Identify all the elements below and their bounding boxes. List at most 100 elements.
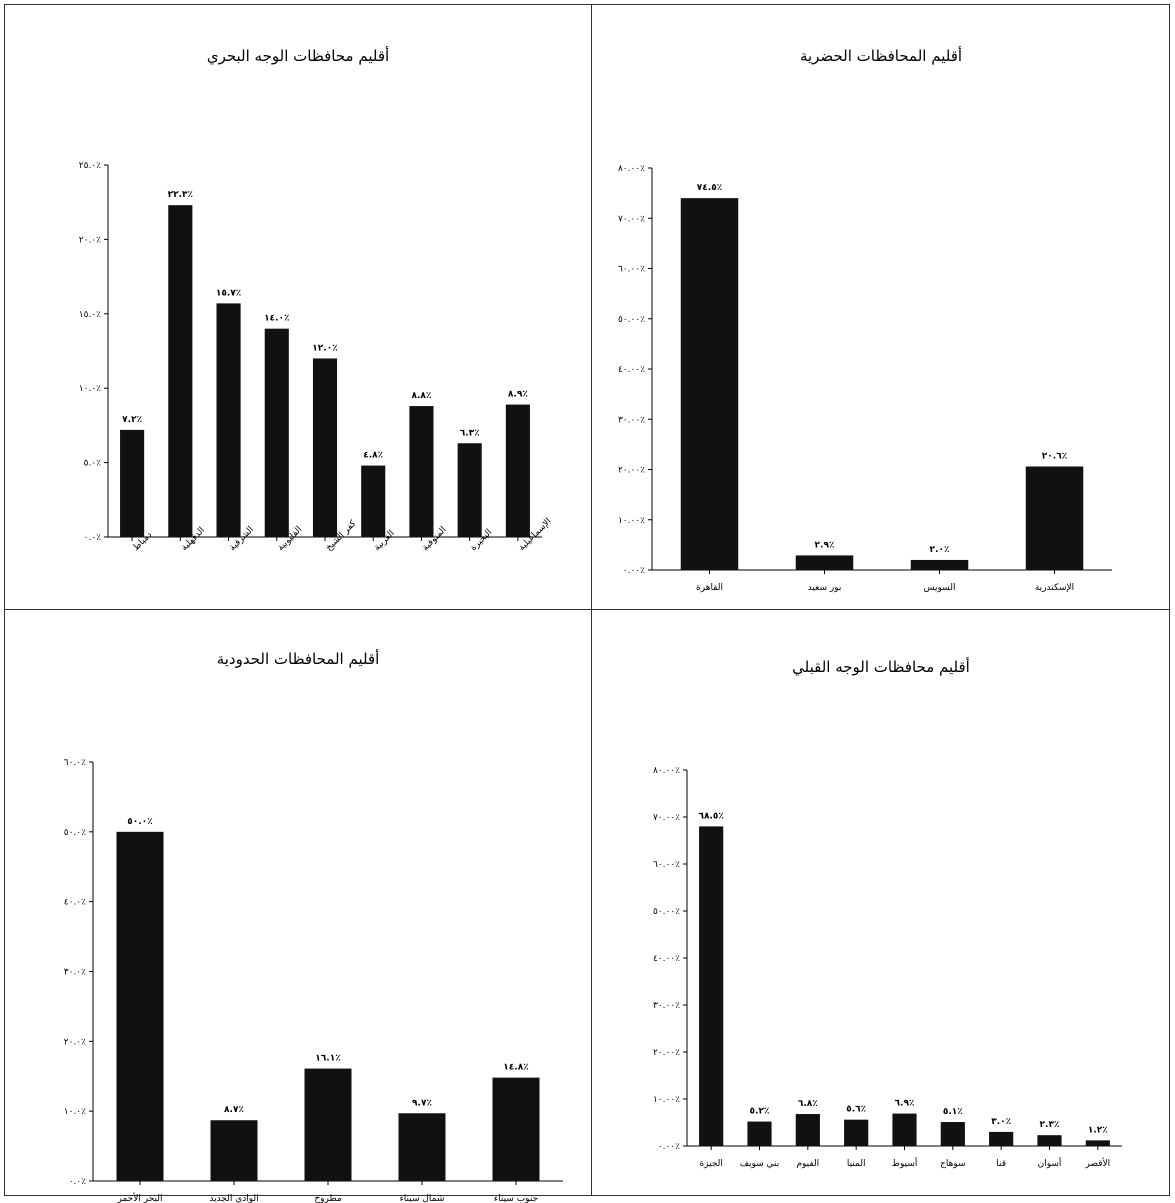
bar bbox=[747, 1121, 772, 1146]
data-label: ٨.٧٪ bbox=[224, 1105, 244, 1115]
y-tick-label: ٠.٠٪ bbox=[84, 533, 102, 543]
data-label: ٢٢.٣٪ bbox=[168, 190, 193, 200]
x-tick-label: جنوب سيناء bbox=[494, 1194, 538, 1203]
data-label: ٢.٩٪ bbox=[815, 540, 835, 550]
x-tick-label: البحر الأحمر bbox=[117, 1192, 163, 1203]
bar bbox=[505, 404, 530, 537]
bar bbox=[312, 358, 338, 537]
x-tick-label: الجيزة bbox=[699, 1159, 722, 1169]
x-tick-label: قنا bbox=[996, 1159, 1006, 1169]
chart-title: أقليم محافظات الوجه القبلي bbox=[792, 658, 970, 676]
x-tick-label: الفيوم bbox=[796, 1159, 819, 1169]
y-tick-label: ٨٠.٠٠٪ bbox=[618, 164, 645, 174]
y-tick-label: ٢٠.٠٪ bbox=[79, 235, 101, 245]
y-tick-label: ٠.٠٪ bbox=[69, 1177, 87, 1187]
data-label: ٤.٨٪ bbox=[363, 451, 383, 461]
data-label: ٨.٨٪ bbox=[411, 391, 431, 401]
data-label: ٩.٧٪ bbox=[412, 1098, 432, 1108]
bar bbox=[216, 303, 241, 537]
bar bbox=[844, 1119, 869, 1146]
y-tick-label: ٦٠.٠٠٪ bbox=[653, 860, 680, 870]
bar bbox=[457, 443, 482, 537]
y-tick-label: ١٠.٠٠٪ bbox=[618, 516, 645, 526]
chart-title: أقليم محافظات الوجه البحري bbox=[206, 47, 390, 65]
y-tick-label: ١٥.٠٪ bbox=[79, 310, 101, 320]
data-label: ١٥.٧٪ bbox=[216, 288, 241, 298]
data-label: ١٤.٠٪ bbox=[264, 314, 289, 324]
y-tick-label: ٦٠.٠٪ bbox=[64, 758, 86, 768]
chart-title: أقليم المحافظات الحضرية bbox=[799, 47, 963, 65]
divider-vertical bbox=[591, 5, 592, 1195]
data-label: ٥٠.٠٪ bbox=[127, 817, 152, 827]
y-tick-label: ١٠.٠٠٪ bbox=[653, 1095, 680, 1105]
data-label: ٢.٠٪ bbox=[930, 545, 950, 555]
chart-urban: ٠.٠٠٪ ١٠.٠٠٪ ٢٠.٠٠٪ ٣٠.٠٠٪ ٤٠.٠٠٪ ٥٠.٠٠٪ ٦٠.٠٠… bbox=[618, 164, 1112, 593]
x-tick-label: السويس bbox=[924, 583, 956, 593]
data-label: ٢٠.٦٪ bbox=[1042, 451, 1067, 461]
x-tick-label: الإسكندرية bbox=[1035, 583, 1074, 593]
bar bbox=[116, 831, 164, 1181]
y-tick-label: ٢٠.٠٠٪ bbox=[653, 1048, 680, 1058]
x-tick-label: بني سويف bbox=[740, 1159, 780, 1169]
bar bbox=[492, 1077, 540, 1181]
bar bbox=[409, 406, 434, 537]
chart-panel-upper: أقليم محافظات الوجه القبلي ٠.٠٠٪ ١٠.٠٠٪ ٢٠… bbox=[592, 610, 1170, 1197]
chart-panel-delta: أقليم محافظات الوجه البحري ٠.٠٪ ٥.٠٪ ١٠.٠٪… bbox=[5, 5, 591, 609]
x-tick-label: شمال سيناء bbox=[400, 1194, 445, 1203]
bar bbox=[120, 429, 145, 537]
bar bbox=[989, 1131, 1014, 1146]
data-label: ٦٨.٥٪ bbox=[698, 811, 723, 821]
figure-frame: أقليم المحافظات الحضرية ٠.٠٠٪ ١٠.٠٠٪ ٢٠.٠٠… bbox=[4, 4, 1170, 1203]
divider-horizontal bbox=[5, 609, 1169, 610]
x-tick-label: سوهاج bbox=[940, 1159, 966, 1169]
data-label: ٦.٣٪ bbox=[460, 428, 480, 438]
x-tick-label: مطروح bbox=[314, 1194, 342, 1203]
x-tick-label: القاهرة bbox=[696, 583, 723, 593]
bar bbox=[940, 1122, 965, 1146]
bar bbox=[264, 328, 289, 537]
bar bbox=[680, 198, 739, 570]
bar bbox=[1025, 466, 1084, 570]
x-tick-label: أسيوط bbox=[892, 1157, 918, 1169]
y-tick-label: ٧٠.٠٠٪ bbox=[653, 813, 680, 823]
bar bbox=[1037, 1135, 1062, 1146]
data-label: ٣.٠٪ bbox=[991, 1117, 1011, 1127]
x-tick-label: الأقصر bbox=[1084, 1157, 1110, 1169]
y-tick-label: ٢٠.٠٪ bbox=[64, 1037, 86, 1047]
chart-panel-urban: أقليم المحافظات الحضرية ٠.٠٠٪ ١٠.٠٠٪ ٢٠.٠٠… bbox=[592, 5, 1170, 609]
y-tick-label: ٠.٠٠٪ bbox=[658, 1142, 680, 1152]
data-label: ٥.١٪ bbox=[943, 1107, 963, 1117]
bar bbox=[304, 1068, 352, 1181]
y-tick-label: ٣٠.٠٠٪ bbox=[653, 1001, 680, 1011]
bar bbox=[892, 1113, 917, 1146]
y-tick-label: ٤٠.٠٠٪ bbox=[653, 954, 680, 964]
x-tick-label: المنيا bbox=[847, 1159, 866, 1169]
y-tick-label: ٥٠.٠٠٪ bbox=[618, 315, 645, 325]
data-label: ١٢.٠٪ bbox=[312, 343, 337, 353]
y-tick-label: ٤٠.٠٠٪ bbox=[618, 365, 645, 375]
y-tick-label: ٣٠.٠٪ bbox=[64, 968, 86, 978]
chart-delta: ٠.٠٪٥.٠٪١٠.٠٪١٥.٠٪٢٠.٠٪٢٥.٠٪٧.٢٪دمياط٢٢.… bbox=[79, 161, 554, 553]
x-tick-label: أسوان bbox=[1038, 1157, 1062, 1169]
y-tick-label: ٠.٠٠٪ bbox=[623, 566, 645, 576]
y-tick-label: ٢٠.٠٠٪ bbox=[618, 466, 645, 476]
y-tick-label: ٣٠.٠٠٪ bbox=[618, 415, 645, 425]
data-label: ٦.٨٪ bbox=[798, 1099, 818, 1109]
y-tick-label: ٥.٠٪ bbox=[84, 459, 102, 469]
data-label: ٦.٩٪ bbox=[895, 1099, 915, 1109]
bar bbox=[795, 555, 854, 570]
data-label: ٨.٩٪ bbox=[508, 390, 528, 400]
data-label: ١.٢٪ bbox=[1088, 1125, 1108, 1135]
chart-upper: ٠.٠٠٪ ١٠.٠٠٪ ٢٠.٠٠٪ ٣٠.٠٠٪ ٤٠.٠٠٪ ٥٠.٠٠٪ ٦٠.٠٠… bbox=[653, 766, 1122, 1169]
y-tick-label: ٢٥.٠٪ bbox=[79, 161, 101, 171]
data-label: ٧٤.٥٪ bbox=[697, 183, 722, 193]
y-tick-label: ٨٠.٠٠٪ bbox=[653, 766, 680, 776]
y-tick-label: ٤٠.٠٪ bbox=[64, 898, 86, 908]
data-label: ١٦.١٪ bbox=[315, 1054, 340, 1064]
bar bbox=[795, 1114, 820, 1146]
bar bbox=[699, 826, 724, 1146]
data-label: ٧.٢٪ bbox=[122, 415, 142, 425]
y-tick-label: ٧٠.٠٠٪ bbox=[618, 214, 645, 224]
chart-title: أقليم المحافظات الحدودية bbox=[216, 650, 380, 668]
bar bbox=[398, 1113, 446, 1181]
